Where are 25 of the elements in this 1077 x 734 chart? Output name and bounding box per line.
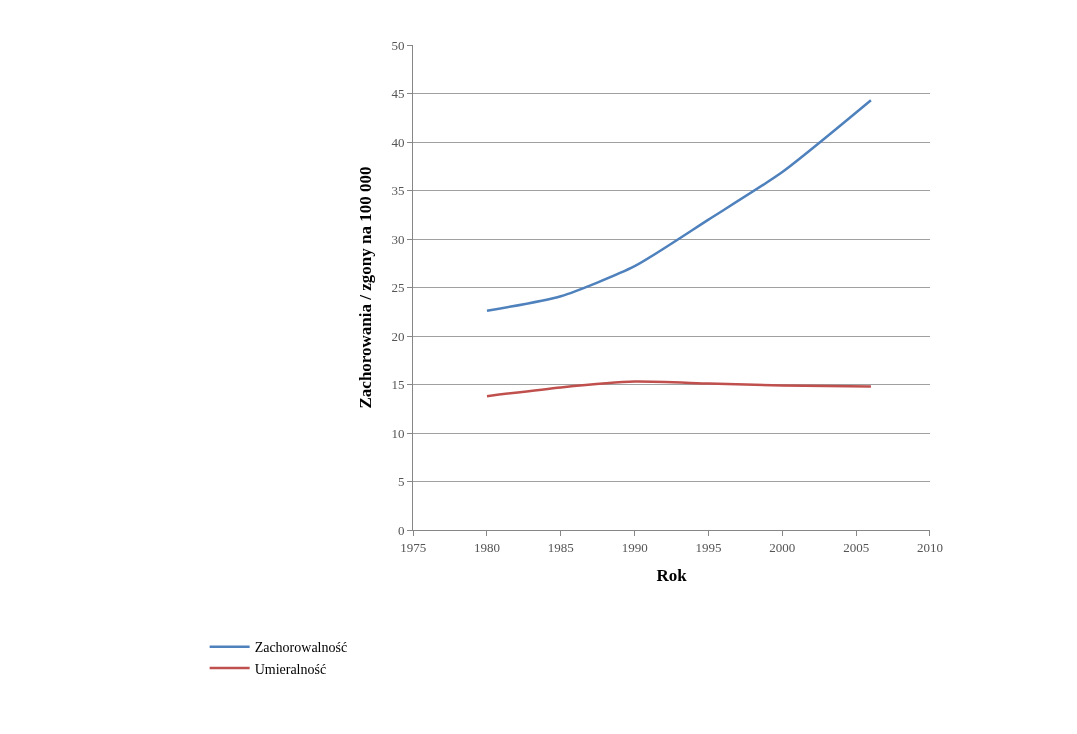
y-tick-label: 10 bbox=[391, 425, 405, 441]
y-tick-label: 25 bbox=[391, 280, 405, 296]
legend-label: Zachorowalność bbox=[254, 640, 348, 656]
x-axis-title: Rok bbox=[656, 566, 688, 585]
y-tick-label: 0 bbox=[398, 522, 405, 538]
line-series bbox=[485, 99, 873, 313]
x-tick-label: 1975 bbox=[400, 539, 427, 555]
legend-label: Umieralność bbox=[254, 661, 327, 677]
line-series bbox=[485, 380, 873, 398]
x-tick-label: 2000 bbox=[769, 539, 796, 555]
x-tick-label: 1995 bbox=[695, 539, 722, 555]
y-tick-label: 35 bbox=[391, 183, 405, 199]
y-tick-label: 5 bbox=[398, 474, 405, 490]
y-tick-label: 50 bbox=[391, 37, 405, 53]
y-tick-label: 15 bbox=[391, 377, 405, 393]
y-tick-label: 40 bbox=[391, 134, 405, 150]
x-tick-label: 2005 bbox=[843, 539, 870, 555]
y-tick-label: 20 bbox=[391, 328, 405, 344]
x-tick-label: 1990 bbox=[621, 539, 648, 555]
y-axis-title: Zachorowania / zgony na 100 000 bbox=[356, 166, 376, 409]
x-tick-label: 1980 bbox=[473, 539, 500, 555]
x-tick-label: 2010 bbox=[917, 539, 943, 555]
y-tick-label: 30 bbox=[391, 231, 405, 247]
y-tick-label: 45 bbox=[391, 86, 405, 102]
x-tick-label: 1985 bbox=[547, 539, 574, 555]
